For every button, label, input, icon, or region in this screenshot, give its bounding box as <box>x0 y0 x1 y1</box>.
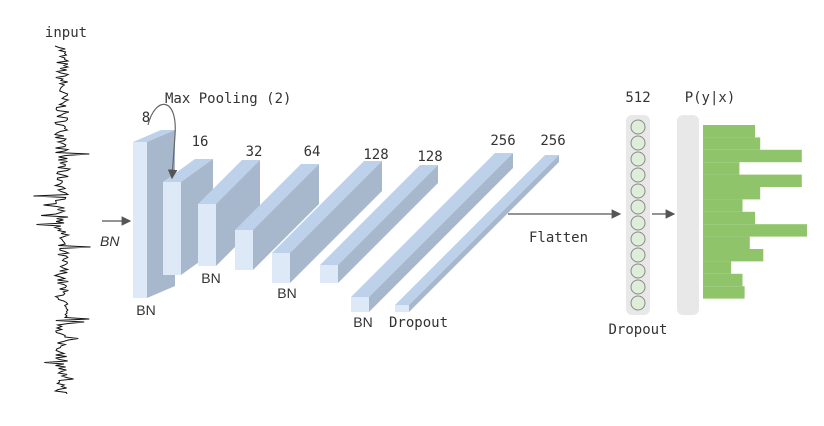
conv-block: 64 <box>235 144 320 270</box>
conv-filter-count: 128 <box>363 147 388 163</box>
conv-block-front <box>351 297 369 312</box>
dense-neuron <box>630 279 646 295</box>
conv-block-front <box>395 305 409 312</box>
output-bar <box>703 236 750 249</box>
conv-block-front <box>133 142 147 298</box>
output-bar <box>703 261 732 274</box>
conv-bn-label: BN <box>277 285 296 301</box>
conv-block-top <box>272 161 382 253</box>
conv-block-side <box>216 160 260 266</box>
conv-block-front <box>163 182 181 275</box>
dense-neuron <box>630 119 646 135</box>
conv-bn-label: BN <box>353 314 372 330</box>
input-bn-label: BN <box>100 233 120 249</box>
conv-block: 128 <box>320 149 443 283</box>
conv-block-top <box>351 153 513 297</box>
output-bar <box>703 211 755 225</box>
dense-neuron <box>630 135 646 151</box>
output-bar <box>703 273 743 287</box>
conv-layers: 8 BN 16 32 BN 64 128 BN 128 256 BN 256 Dropout <box>133 110 566 331</box>
conv-block-top <box>235 164 319 230</box>
output-layer-column <box>677 115 699 315</box>
conv-dropout-label: Dropout <box>389 315 448 331</box>
conv-filter-count: 32 <box>246 144 263 160</box>
output-label: P(y|x) <box>685 90 736 106</box>
conv-block-top <box>198 160 260 204</box>
conv-filter-count: 8 <box>142 110 150 126</box>
conv-block-side <box>369 153 513 312</box>
conv-block-side <box>290 161 382 283</box>
output-bar <box>703 187 761 200</box>
conv-block: 256 Dropout <box>389 133 566 331</box>
conv-filter-count: 128 <box>417 149 442 165</box>
conv-bn-label: BN <box>201 270 220 286</box>
output-bar <box>703 174 802 187</box>
dense-neuron <box>630 231 646 247</box>
conv-block-front <box>320 265 338 283</box>
output-bar <box>703 162 740 175</box>
conv-block-top <box>133 130 175 142</box>
conv-block-front <box>198 204 216 266</box>
output-bar <box>703 249 764 262</box>
conv-block-side <box>409 155 559 312</box>
output-bar <box>703 286 745 299</box>
output-bar <box>703 125 755 138</box>
dense-neuron <box>630 151 646 167</box>
dense-neuron <box>630 295 646 311</box>
conv-block-top <box>320 165 438 265</box>
conv-block-top <box>395 155 559 305</box>
input-label: input <box>45 25 87 41</box>
conv-filter-count: 64 <box>304 144 321 160</box>
dense-neuron <box>630 183 646 199</box>
output-bar <box>703 137 761 150</box>
dense-neuron <box>630 199 646 215</box>
max-pooling-arrow <box>147 103 178 180</box>
input-signal-trace <box>33 45 91 395</box>
dense-neuron <box>630 247 646 263</box>
output-bar <box>703 224 807 237</box>
conv-filter-count: 256 <box>540 133 565 149</box>
dense-neuron <box>630 263 646 279</box>
flatten-label: Flatten <box>529 230 588 246</box>
conv-block: 32 BN <box>198 144 262 286</box>
output-bar <box>703 199 743 212</box>
dense-dropout-label: Dropout <box>608 322 667 338</box>
output-histogram <box>703 125 807 299</box>
dense-neuron <box>630 167 646 183</box>
conv-block-front <box>272 253 290 283</box>
conv-block-side <box>338 165 438 283</box>
dense-neuron <box>630 215 646 231</box>
conv-block: 256 BN <box>351 133 516 330</box>
output-bar <box>703 149 802 163</box>
conv-filter-count: 16 <box>192 134 209 150</box>
dense-units-label: 512 <box>625 90 650 106</box>
conv-block-side <box>253 164 319 270</box>
input-waveform <box>33 45 91 395</box>
conv-block-front <box>235 230 253 270</box>
max-pooling-label: Max Pooling (2) <box>165 91 291 107</box>
dense-neurons <box>630 119 646 311</box>
conv-block: 128 BN <box>272 147 389 301</box>
conv-bn-label: BN <box>136 302 155 318</box>
conv-filter-count: 256 <box>490 133 515 149</box>
dense-layer-column <box>626 115 650 315</box>
